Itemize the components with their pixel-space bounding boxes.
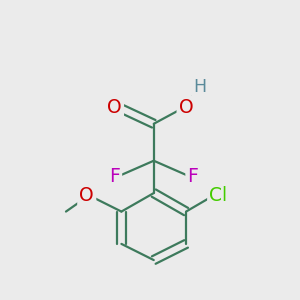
Text: O: O [80,186,94,205]
Text: F: F [109,167,120,186]
Text: O: O [179,98,194,117]
Text: Cl: Cl [209,186,227,205]
Text: O: O [107,98,122,117]
Text: H: H [194,78,206,96]
Text: F: F [188,167,199,186]
